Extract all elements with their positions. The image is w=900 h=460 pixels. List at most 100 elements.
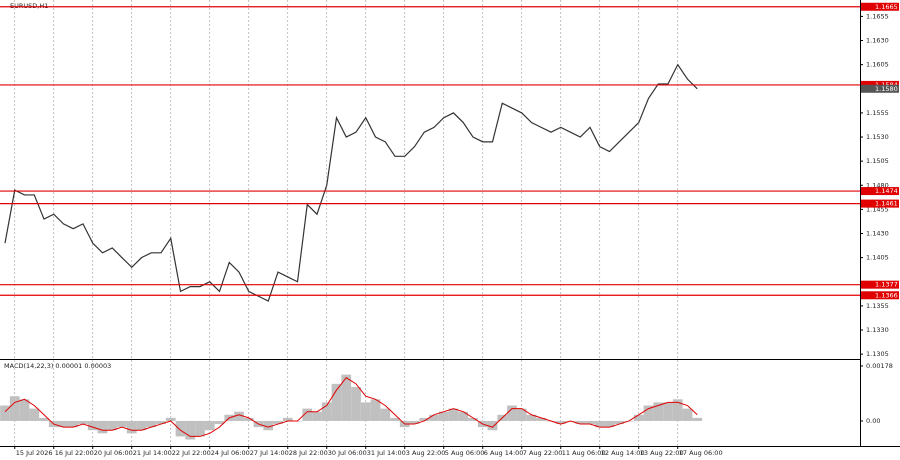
histogram-bar	[448, 408, 459, 421]
histogram-bar	[263, 420, 274, 431]
y-tick-label: 1.1630	[866, 37, 889, 45]
histogram-bar	[672, 399, 683, 421]
x-tick-label: 3 Aug 22:00	[406, 449, 446, 457]
y-tick-label: 1.1430	[866, 230, 889, 238]
histogram-bar	[682, 408, 693, 421]
histogram-bar	[536, 417, 547, 421]
histogram-bar	[107, 420, 118, 431]
histogram-bar	[39, 417, 49, 421]
x-tick-label: 5 Aug 06:00	[445, 449, 485, 457]
histogram-bar	[370, 399, 381, 421]
histogram-bar	[19, 399, 30, 421]
histogram-bar	[97, 420, 108, 434]
last-price-label: 1.1580	[875, 85, 898, 93]
histogram-bar	[360, 402, 371, 421]
level-label: 1.1377	[875, 281, 898, 289]
histogram-bar	[429, 414, 439, 421]
histogram-bar	[331, 383, 342, 421]
histogram-bar	[273, 420, 283, 425]
x-tick-label: 17 Aug 06:00	[679, 449, 723, 457]
y-tick-label: 1.1605	[866, 61, 889, 69]
histogram-bar	[663, 402, 673, 421]
histogram-bar	[594, 420, 605, 428]
histogram-bar	[78, 420, 88, 425]
histogram-bar	[575, 420, 586, 425]
histogram-bar	[516, 408, 527, 421]
histogram-bar	[585, 420, 595, 425]
x-tick-label: 16 Jul 22:00	[55, 449, 94, 457]
histogram-bar	[438, 411, 449, 421]
x-tick-label: 30 Jul 06:00	[328, 449, 367, 457]
histogram-bar	[175, 420, 186, 437]
histogram-bar	[126, 420, 137, 434]
x-tick-label: 31 Jul 14:00	[367, 449, 406, 457]
level-tag	[861, 280, 899, 289]
histogram-bar	[487, 420, 498, 431]
histogram-bar	[604, 420, 615, 428]
histogram-bar	[0, 405, 10, 421]
y-tick-label: 1.1505	[866, 157, 889, 165]
histogram-bar	[555, 420, 566, 425]
level-tag	[861, 2, 899, 11]
y-tick-label: 1.1530	[866, 133, 889, 141]
x-tick-label: 24 Jul 06:00	[211, 449, 250, 457]
level-label: 1.1474	[875, 187, 898, 195]
level-tag	[861, 199, 899, 208]
last-price-tag	[861, 84, 899, 93]
histogram-bar	[87, 420, 98, 431]
signal-line	[4, 377, 698, 437]
x-tick-label: 22 Jul 22:00	[172, 449, 211, 457]
x-tick-label: 12 Aug 14:00	[601, 449, 645, 457]
x-tick-label: 13 Aug 22:00	[640, 449, 684, 457]
y-tick-label: 1.1405	[866, 254, 889, 262]
histogram-bar	[117, 420, 127, 428]
histogram-bar	[614, 420, 625, 425]
x-tick-label: 15 Jul 2026	[16, 449, 53, 457]
histogram-bar	[526, 414, 537, 421]
histogram-bar	[9, 396, 20, 421]
indicator-title: MACD(14,22,3) 0.00001 0.00003	[4, 362, 111, 370]
x-tick-label: 11 Aug 06:00	[562, 449, 606, 457]
histogram-bar	[380, 408, 391, 421]
histogram-bar	[195, 420, 205, 437]
y-tick-label: 1.1480	[866, 181, 889, 189]
x-tick-label: 6 Aug 14:00	[484, 449, 524, 457]
x-tick-label: 27 Jul 14:00	[250, 449, 289, 457]
level-tag	[861, 291, 899, 300]
level-label: 1.1366	[875, 291, 898, 299]
x-tick-label: 28 Jul 22:00	[289, 449, 328, 457]
level-tag	[861, 187, 899, 196]
histogram-bar	[458, 411, 469, 421]
histogram-bar	[653, 402, 664, 421]
chart-title: EURUSD,H1	[10, 2, 48, 10]
level-label: 1.1665	[875, 3, 898, 11]
histogram-bar	[692, 417, 703, 421]
histogram-bar	[282, 417, 293, 421]
histogram-bar	[146, 420, 157, 428]
x-tick-label: 7 Aug 22:00	[523, 449, 563, 457]
level-label: 1.1461	[875, 200, 898, 208]
histogram-bar	[185, 420, 196, 440]
histogram-bar	[234, 411, 244, 421]
y-tick-label: 1.1555	[866, 109, 889, 117]
y-tick-label: 1.1330	[866, 326, 889, 334]
histogram-bar	[165, 417, 176, 421]
x-tick-label: 20 Jul 06:00	[94, 449, 133, 457]
histogram-bar	[321, 402, 332, 421]
y-tick-label: 1.1455	[866, 205, 889, 213]
x-tick-label: 21 Jul 14:00	[133, 449, 172, 457]
price-line	[4, 63, 698, 302]
histogram-bar	[633, 414, 644, 421]
histogram-bar	[390, 417, 400, 421]
y-tick-label: 1.1655	[866, 12, 889, 20]
histogram-bar	[243, 417, 254, 421]
histogram-bar	[351, 386, 361, 421]
histogram-bar	[156, 420, 166, 425]
histogram-bar	[214, 420, 225, 425]
y-tick-label: 0.00178	[866, 362, 893, 370]
histogram-bar	[136, 420, 147, 431]
histogram-bar	[302, 408, 313, 421]
histogram-bar	[204, 420, 215, 431]
histogram-bar	[643, 405, 654, 421]
